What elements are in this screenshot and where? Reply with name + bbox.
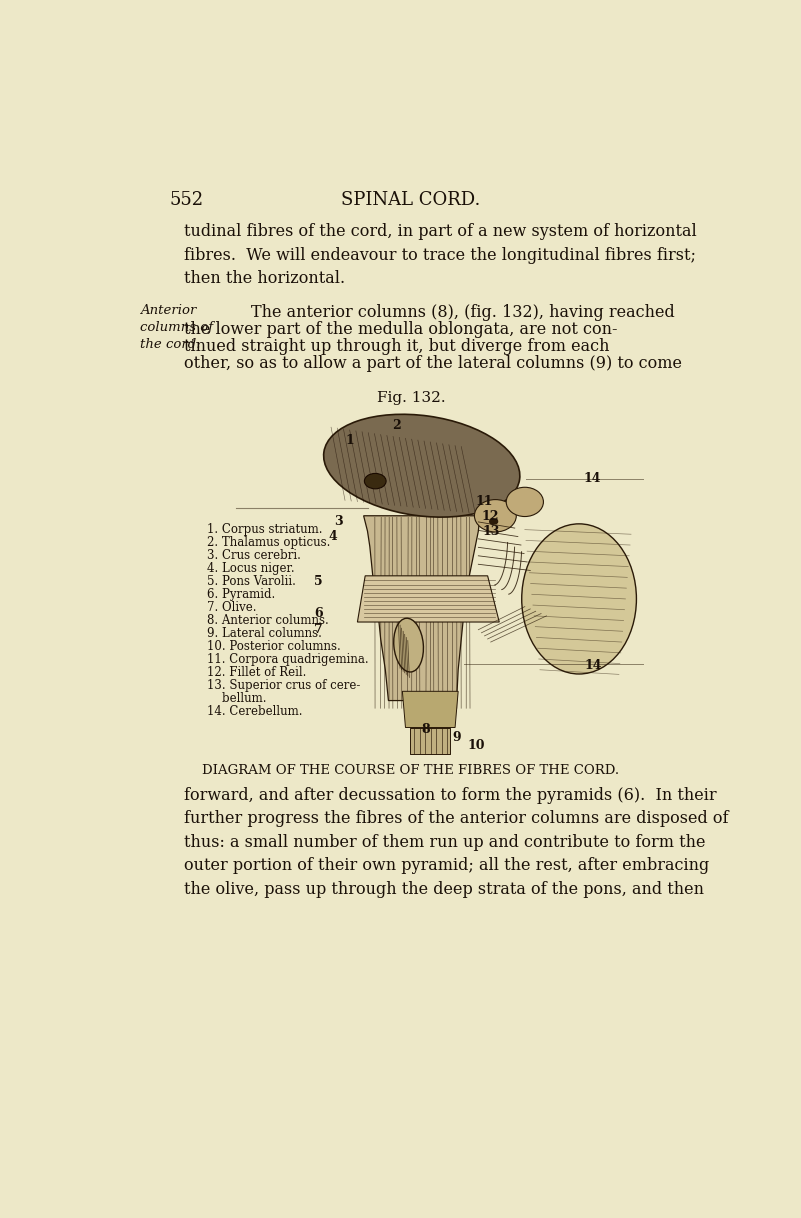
- Polygon shape: [364, 515, 480, 700]
- Ellipse shape: [324, 414, 520, 518]
- Text: 3: 3: [335, 515, 343, 529]
- Text: 9. Lateral columns.: 9. Lateral columns.: [207, 627, 322, 639]
- Text: 6: 6: [314, 607, 323, 620]
- Polygon shape: [357, 576, 499, 622]
- Text: forward, and after decussation to form the pyramids (6).  In their
further progr: forward, and after decussation to form t…: [183, 787, 728, 898]
- Ellipse shape: [506, 487, 543, 516]
- Text: Anterior
columns of
the cord.: Anterior columns of the cord.: [140, 304, 214, 351]
- Text: 8: 8: [421, 723, 430, 737]
- Text: 13: 13: [483, 525, 500, 537]
- Text: 11. Corpora quadrigemina.: 11. Corpora quadrigemina.: [207, 653, 368, 666]
- Ellipse shape: [474, 499, 517, 532]
- Text: 6. Pyramid.: 6. Pyramid.: [207, 588, 276, 602]
- Text: tudinal fibres of the cord, in part of a new system of horizontal
fibres.  We wi: tudinal fibres of the cord, in part of a…: [183, 223, 697, 287]
- Text: 10: 10: [467, 739, 485, 752]
- Text: 2. Thalamus opticus.: 2. Thalamus opticus.: [207, 536, 331, 549]
- Text: 11: 11: [476, 496, 493, 508]
- Text: 10. Posterior columns.: 10. Posterior columns.: [207, 639, 340, 653]
- Text: DIAGRAM OF THE COURSE OF THE FIBRES OF THE CORD.: DIAGRAM OF THE COURSE OF THE FIBRES OF T…: [203, 764, 619, 777]
- Text: 13. Superior crus of cere-: 13. Superior crus of cere-: [207, 678, 360, 692]
- Text: 4: 4: [328, 530, 337, 543]
- Text: SPINAL CORD.: SPINAL CORD.: [341, 191, 481, 208]
- Text: 2: 2: [392, 419, 400, 432]
- Ellipse shape: [394, 619, 424, 672]
- Text: 14: 14: [584, 659, 602, 672]
- Text: 5: 5: [314, 575, 323, 588]
- Text: Fig. 132.: Fig. 132.: [376, 391, 445, 406]
- Text: 7. Olive.: 7. Olive.: [207, 600, 256, 614]
- Text: 8. Anterior columns.: 8. Anterior columns.: [207, 614, 329, 627]
- Text: 7: 7: [314, 624, 323, 636]
- Text: bellum.: bellum.: [207, 692, 267, 705]
- Text: 4. Locus niger.: 4. Locus niger.: [207, 563, 295, 575]
- Text: 1. Corpus striatum.: 1. Corpus striatum.: [207, 524, 323, 536]
- Text: other, so as to allow a part of the lateral columns (9) to come: other, so as to allow a part of the late…: [183, 354, 682, 371]
- Text: the lower part of the medulla oblongata, are not con-: the lower part of the medulla oblongata,…: [183, 322, 618, 337]
- Text: 9: 9: [453, 731, 461, 744]
- Polygon shape: [402, 692, 458, 727]
- Ellipse shape: [364, 474, 386, 488]
- Text: 14. Cerebellum.: 14. Cerebellum.: [207, 704, 303, 717]
- Text: 12. Fillet of Reil.: 12. Fillet of Reil.: [207, 666, 307, 678]
- Text: 3. Crus cerebri.: 3. Crus cerebri.: [207, 549, 301, 563]
- Text: 14: 14: [583, 473, 601, 485]
- Text: 1: 1: [345, 434, 354, 447]
- Text: 5. Pons Varolii.: 5. Pons Varolii.: [207, 575, 296, 588]
- Text: 552: 552: [170, 191, 204, 208]
- Text: 12: 12: [482, 510, 500, 523]
- Ellipse shape: [521, 524, 637, 674]
- Text: The anterior columns (8), (fig. 132), having reached: The anterior columns (8), (fig. 132), ha…: [252, 304, 675, 322]
- Text: tinued straight up through it, but diverge from each: tinued straight up through it, but diver…: [183, 337, 610, 354]
